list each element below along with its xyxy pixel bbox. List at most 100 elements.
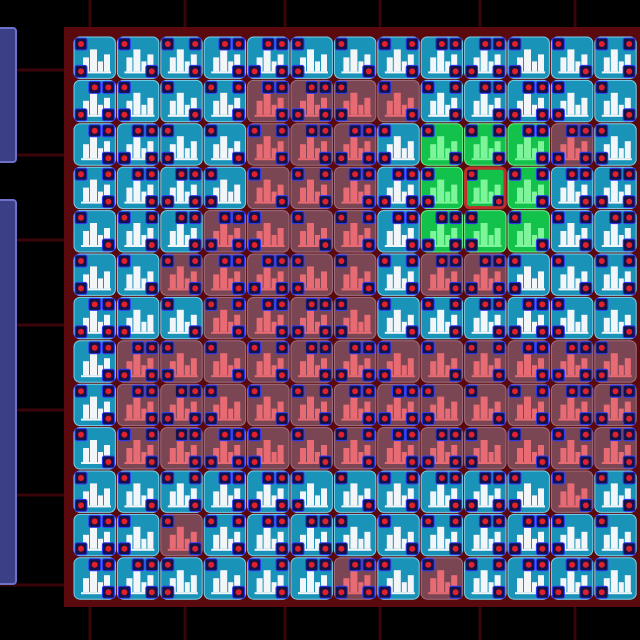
tile[interactable] bbox=[116, 427, 160, 470]
tile[interactable] bbox=[160, 470, 203, 513]
tile[interactable] bbox=[420, 557, 464, 600]
tile[interactable] bbox=[420, 513, 464, 557]
tile[interactable] bbox=[377, 340, 420, 383]
tile[interactable] bbox=[290, 340, 333, 383]
tile[interactable] bbox=[507, 296, 550, 340]
tile[interactable] bbox=[160, 296, 203, 340]
tile[interactable] bbox=[594, 557, 637, 600]
tile[interactable] bbox=[333, 470, 377, 513]
tile[interactable] bbox=[73, 123, 116, 166]
tile[interactable] bbox=[203, 253, 247, 296]
tile[interactable] bbox=[550, 79, 594, 123]
tile[interactable] bbox=[464, 513, 507, 557]
tile[interactable] bbox=[507, 210, 550, 253]
tile[interactable] bbox=[377, 36, 420, 79]
tile[interactable] bbox=[594, 427, 637, 470]
tile[interactable] bbox=[333, 383, 377, 427]
tile[interactable] bbox=[203, 123, 247, 166]
tile[interactable] bbox=[464, 470, 507, 513]
tile[interactable] bbox=[420, 427, 464, 470]
tile[interactable] bbox=[594, 296, 637, 340]
tile[interactable] bbox=[333, 123, 377, 166]
tile[interactable] bbox=[247, 557, 290, 600]
tile[interactable] bbox=[247, 79, 290, 123]
tile[interactable] bbox=[377, 557, 420, 600]
tile[interactable] bbox=[464, 253, 507, 296]
tile[interactable] bbox=[507, 36, 550, 79]
tile[interactable] bbox=[333, 513, 377, 557]
tile[interactable] bbox=[73, 36, 116, 79]
tile[interactable] bbox=[160, 557, 203, 600]
tile[interactable] bbox=[290, 79, 333, 123]
tile[interactable] bbox=[160, 79, 203, 123]
tile[interactable] bbox=[464, 166, 507, 210]
tile[interactable] bbox=[203, 470, 247, 513]
tile[interactable] bbox=[420, 383, 464, 427]
tile[interactable] bbox=[333, 253, 377, 296]
tile[interactable] bbox=[464, 36, 507, 79]
tile[interactable] bbox=[333, 79, 377, 123]
tile[interactable] bbox=[247, 427, 290, 470]
tile[interactable] bbox=[73, 340, 116, 383]
tile[interactable] bbox=[333, 340, 377, 383]
tile[interactable] bbox=[247, 123, 290, 166]
tile[interactable] bbox=[203, 340, 247, 383]
tile[interactable] bbox=[116, 296, 160, 340]
tile[interactable] bbox=[420, 470, 464, 513]
tile[interactable] bbox=[116, 557, 160, 600]
tile[interactable] bbox=[203, 513, 247, 557]
tile[interactable] bbox=[550, 470, 594, 513]
tile[interactable] bbox=[203, 383, 247, 427]
tile[interactable] bbox=[116, 79, 160, 123]
tile[interactable] bbox=[290, 296, 333, 340]
tile[interactable] bbox=[420, 166, 464, 210]
tile[interactable] bbox=[507, 123, 550, 166]
tile[interactable] bbox=[203, 557, 247, 600]
tile[interactable] bbox=[594, 166, 637, 210]
tile[interactable] bbox=[203, 210, 247, 253]
tile[interactable] bbox=[290, 166, 333, 210]
tile[interactable] bbox=[160, 166, 203, 210]
tile[interactable] bbox=[464, 557, 507, 600]
tile[interactable] bbox=[377, 427, 420, 470]
tile[interactable] bbox=[160, 253, 203, 296]
tile[interactable] bbox=[550, 253, 594, 296]
tile[interactable] bbox=[507, 427, 550, 470]
tile[interactable] bbox=[420, 296, 464, 340]
tile[interactable] bbox=[594, 340, 637, 383]
tile[interactable] bbox=[550, 427, 594, 470]
tile[interactable] bbox=[116, 210, 160, 253]
tile[interactable] bbox=[116, 470, 160, 513]
tile[interactable] bbox=[247, 340, 290, 383]
tile[interactable] bbox=[550, 557, 594, 600]
tile[interactable] bbox=[594, 36, 637, 79]
tile[interactable] bbox=[73, 210, 116, 253]
tile[interactable] bbox=[247, 296, 290, 340]
tile[interactable] bbox=[333, 427, 377, 470]
tile[interactable] bbox=[333, 166, 377, 210]
tile[interactable] bbox=[73, 253, 116, 296]
tile[interactable] bbox=[290, 253, 333, 296]
tile[interactable] bbox=[290, 557, 333, 600]
tile[interactable] bbox=[420, 79, 464, 123]
tile[interactable] bbox=[550, 166, 594, 210]
tile[interactable] bbox=[464, 296, 507, 340]
tile[interactable] bbox=[290, 427, 333, 470]
tile[interactable] bbox=[116, 513, 160, 557]
tile[interactable] bbox=[73, 427, 116, 470]
tile[interactable] bbox=[464, 210, 507, 253]
tile[interactable] bbox=[290, 383, 333, 427]
tile[interactable] bbox=[377, 513, 420, 557]
tile[interactable] bbox=[116, 36, 160, 79]
tile[interactable] bbox=[73, 79, 116, 123]
tile[interactable] bbox=[160, 36, 203, 79]
tile[interactable] bbox=[507, 383, 550, 427]
tile[interactable] bbox=[420, 123, 464, 166]
tile[interactable] bbox=[464, 123, 507, 166]
tile[interactable] bbox=[377, 383, 420, 427]
tile[interactable] bbox=[550, 296, 594, 340]
tile[interactable] bbox=[594, 79, 637, 123]
tile[interactable] bbox=[160, 123, 203, 166]
tile[interactable] bbox=[333, 557, 377, 600]
tile[interactable] bbox=[550, 383, 594, 427]
